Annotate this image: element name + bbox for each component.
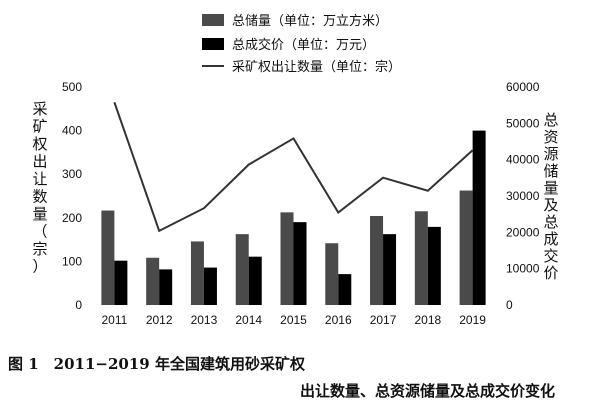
right-tick-label: 30000	[506, 189, 540, 203]
legend-label: 总成交价（单位：万元）	[232, 37, 375, 53]
left-tick-label: 200	[62, 211, 82, 225]
bar-total-reserve	[370, 215, 384, 305]
x-tick-label: 2014	[235, 313, 262, 327]
bar-total-price	[338, 274, 352, 305]
x-tick-label: 2018	[414, 313, 441, 327]
right-axis-title-char: 价	[543, 264, 558, 282]
left-axis-title-char: ）	[32, 258, 47, 276]
right-axis-title-char: 总	[543, 111, 558, 129]
right-axis-title-char: 储	[543, 162, 558, 180]
left-tick-label: 400	[62, 124, 82, 138]
right-axis-title-char: 及	[543, 196, 558, 214]
x-tick-label: 2019	[459, 313, 486, 327]
bar-total-reserve	[146, 257, 160, 305]
right-axis-title-char: 量	[543, 179, 558, 197]
left-axis-title-char: 矿	[32, 118, 47, 136]
right-axis-title-char: 源	[543, 145, 558, 163]
bar-total-price	[293, 222, 307, 305]
x-tick-label: 2016	[325, 313, 352, 327]
x-tick-label: 2015	[280, 313, 307, 327]
left-tick-label: 500	[62, 80, 82, 94]
bar-total-price	[159, 269, 173, 305]
left-axis-title-char: 让	[32, 170, 47, 188]
x-tick-label: 2011	[101, 313, 127, 327]
bar-total-reserve	[190, 241, 204, 305]
left-tick-label: 100	[62, 254, 82, 268]
legend-swatch	[202, 14, 224, 26]
left-axis-title-char: 量	[32, 205, 47, 223]
figure-caption-line1: 图 1 2011−2019 年全国建筑用砂采矿权	[8, 355, 305, 373]
line-series	[113, 101, 474, 233]
right-axis-title-char: 总	[543, 213, 558, 231]
bar-total-reserve	[325, 243, 339, 305]
bar-total-price	[383, 234, 397, 305]
left-axis-title-char: 宗	[32, 240, 47, 258]
x-axis-ticks: 2011 2012 2013 2014 2015 2016 2017 2018 2019	[101, 313, 486, 327]
left-tick-label: 0	[75, 298, 82, 312]
bar-total-reserve	[280, 212, 294, 305]
x-tick-label: 2017	[370, 313, 397, 327]
legend-label: 总储量（单位：万立方米）	[232, 13, 388, 29]
legend: 总储量（单位：万立方米） 总成交价（单位：万元） 采矿权出让数量（单位：宗）	[202, 13, 401, 75]
figure-caption-line2: 出让数量、总资源储量及总成交价变化	[300, 382, 556, 400]
legend-swatch	[202, 38, 224, 50]
right-axis-title-char: 交	[543, 247, 558, 265]
bar-total-price	[114, 260, 128, 305]
x-tick-label: 2012	[146, 313, 173, 327]
right-tick-label: 0	[506, 298, 513, 312]
bars	[101, 130, 486, 305]
left-axis-title-char: 权	[32, 135, 47, 153]
right-tick-label: 10000	[506, 262, 540, 276]
bar-total-reserve	[235, 234, 249, 305]
line-mining-rights-count	[113, 101, 474, 233]
bar-total-price	[248, 256, 262, 305]
right-tick-label: 20000	[506, 225, 540, 239]
bar-total-reserve	[459, 190, 473, 305]
left-axis-title-char: 采	[32, 100, 47, 118]
right-axis-title-char: 资	[543, 128, 558, 146]
right-tick-label: 50000	[506, 116, 540, 130]
left-axis-title-char: 数	[32, 188, 47, 206]
right-axis-ticks: 0 10000 20000 30000 40000 50000 60000	[506, 80, 540, 312]
axis-titles: 采矿权出让数量（宗）总资源储量及总成交价	[32, 100, 558, 282]
right-tick-label: 60000	[506, 80, 540, 94]
x-tick-label: 2013	[191, 313, 218, 327]
bar-total-price	[203, 267, 217, 305]
left-axis-title-char: （	[32, 223, 47, 241]
left-axis-ticks: 0 100 200 300 400 500	[62, 80, 82, 312]
right-axis-title-char: 成	[543, 230, 558, 248]
bar-total-price	[427, 226, 441, 305]
right-tick-label: 40000	[506, 153, 540, 167]
left-tick-label: 300	[62, 167, 82, 181]
bar-total-reserve	[414, 211, 428, 305]
left-axis-title-char: 出	[32, 153, 47, 171]
legend-label: 采矿权出让数量（单位：宗）	[232, 59, 401, 75]
bar-total-reserve	[101, 210, 115, 305]
bar-total-price	[472, 130, 486, 305]
